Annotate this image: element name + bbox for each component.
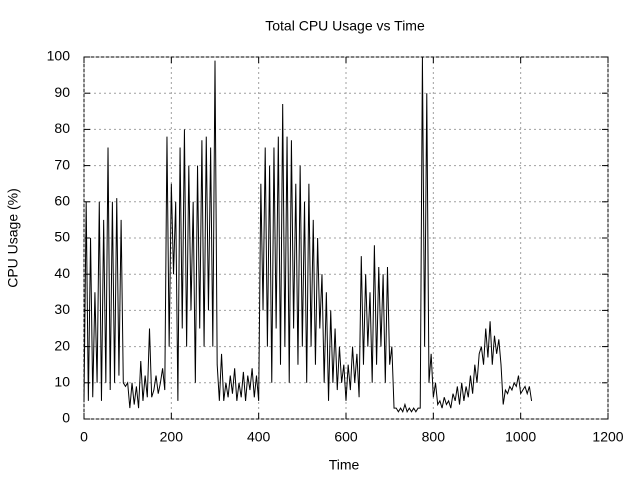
x-tick-label: 200 [160,429,184,445]
y-axis-label: CPU Usage (%) [5,188,21,288]
y-tick-label: 20 [54,337,70,353]
y-tick-label: 100 [47,48,71,64]
x-tick-label: 800 [422,429,446,445]
x-tick-label: 600 [334,429,358,445]
x-tick-label: 1200 [592,429,623,445]
x-tick-label: 0 [80,429,88,445]
y-tick-label: 80 [54,120,70,136]
y-tick-label: 40 [54,265,70,281]
y-tick-label: 30 [54,301,70,317]
y-tick-label: 70 [54,156,70,172]
x-tick-label: 1000 [505,429,536,445]
chart-title: Total CPU Usage vs Time [265,18,425,34]
data-line [83,56,533,413]
y-tick-label: 50 [54,229,70,245]
y-tick-label: 0 [62,410,70,426]
x-axis-label: Time [329,457,360,473]
y-tick-label: 60 [54,193,70,209]
y-tick-label: 10 [54,374,70,390]
y-tick-label: 90 [54,84,70,100]
x-tick-label: 400 [247,429,271,445]
